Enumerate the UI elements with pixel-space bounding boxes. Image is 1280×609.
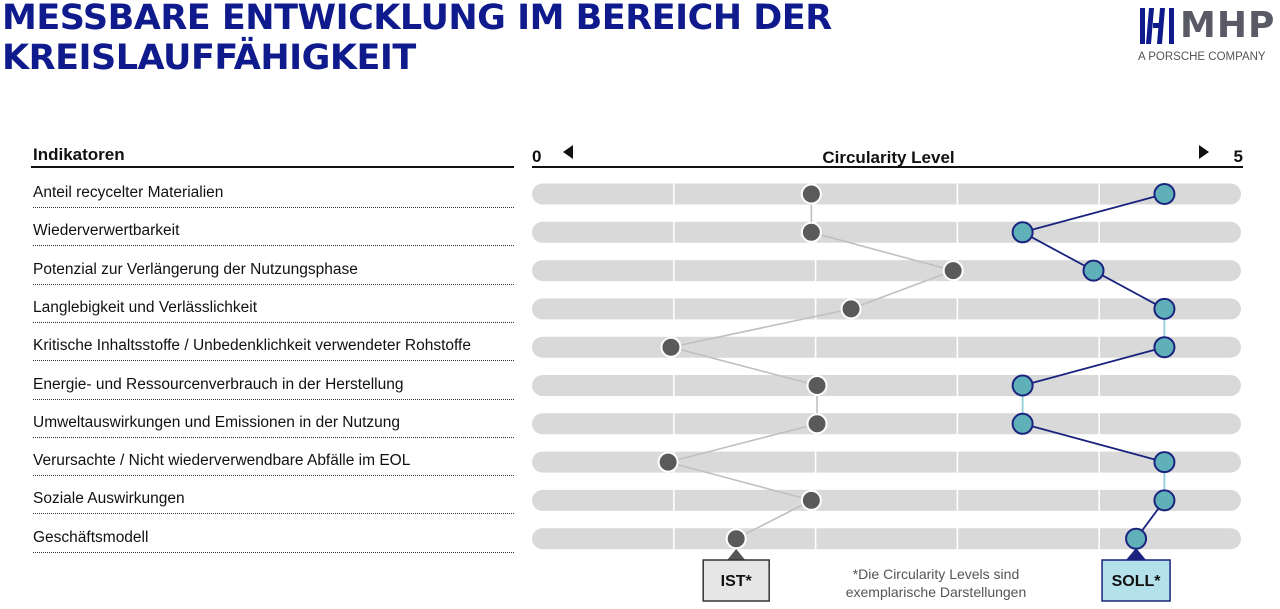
indicator-label: Potenzial zur Verlängerung der Nutzungsp… <box>33 258 514 285</box>
soll-point <box>1082 259 1105 282</box>
mhp-logo-subtitle: A PORSCHE COMPANY <box>1138 51 1266 63</box>
indicator-label: Geschäftsmodell <box>33 526 514 553</box>
indicator-label: Umweltauswirkungen und Emissionen in der… <box>33 411 514 438</box>
ist-point <box>806 375 828 396</box>
series-segment <box>850 269 954 310</box>
track-bar <box>532 528 1241 550</box>
indicator-label: Langlebigkeit und Verlässlichkeit <box>33 296 514 323</box>
series-segment <box>667 461 812 502</box>
ist-point <box>725 528 747 550</box>
series-segment <box>1093 269 1165 310</box>
soll-point <box>1153 297 1176 320</box>
track-bar <box>532 298 1241 320</box>
ist-point <box>660 336 682 358</box>
track-bar <box>532 413 1241 435</box>
ist-point <box>942 260 964 282</box>
soll-point <box>1011 221 1034 244</box>
indicators-header-rule <box>31 166 514 168</box>
soll-callout-box <box>1101 559 1171 602</box>
ist-callout-box <box>702 559 770 602</box>
soll-callout-pointer <box>1126 548 1147 560</box>
indicators-header: Indikatoren <box>33 145 125 164</box>
series-segment <box>1022 193 1165 234</box>
soll-point <box>1153 183 1176 205</box>
ist-point <box>800 183 822 205</box>
soll-point <box>1011 412 1034 435</box>
track-bar <box>532 336 1241 358</box>
series-segment <box>1022 422 1165 463</box>
track-bar <box>532 489 1241 511</box>
track-bar <box>532 451 1241 473</box>
soll-point <box>1011 374 1034 397</box>
footnote: *Die Circularity Levels sind exemplarisc… <box>820 565 1052 601</box>
indicator-label: Energie- und Ressourcenverbrauch in der … <box>33 373 514 400</box>
indicator-label: Soziale Auswirkungen <box>33 487 514 515</box>
series-segment <box>811 231 954 272</box>
mhp-logo-icon <box>1140 8 1174 44</box>
track-bar <box>532 183 1241 205</box>
soll-point <box>1153 451 1176 474</box>
soll-label: SOLL* <box>1112 573 1162 590</box>
indicator-label: Wiederverwertbarkeit <box>33 219 514 247</box>
series-segment <box>1022 346 1165 387</box>
series-segment <box>670 346 818 387</box>
soll-point <box>1153 336 1176 359</box>
page-title-line-1: MESSBARE ENTWICKLUNG IM BEREICH DER <box>2 0 832 38</box>
soll-point <box>1153 489 1176 512</box>
page-title-line-2: KREISLAUFFÄHIGKEIT <box>2 38 416 78</box>
footnote-line-2: exemplarische Darstellungen <box>845 584 1027 600</box>
ist-point <box>840 298 862 320</box>
ist-callout-pointer <box>727 549 746 560</box>
indicator-label: Anteil recycelter Materialien <box>33 181 514 208</box>
ist-label: IST* <box>721 573 753 590</box>
series-segment <box>1022 231 1094 272</box>
series-segment <box>667 423 818 463</box>
mhp-logo-text: MHP <box>1180 5 1276 46</box>
indicator-label: Kritische Inhaltsstoffe / Unbedenklichke… <box>33 334 514 362</box>
track-bar <box>532 375 1241 396</box>
ist-point <box>657 451 679 473</box>
series-segment <box>735 499 812 540</box>
axis-max-label: 5 <box>1234 147 1243 166</box>
page-title: MESSBARE ENTWICKLUNG IM BEREICH DER KREI… <box>2 0 832 78</box>
ist-point <box>800 489 822 511</box>
mhp-logo: MHP A PORSCHE COMPANY <box>1138 4 1278 68</box>
arrow-left-icon <box>563 145 573 159</box>
arrow-right-icon <box>1199 145 1209 159</box>
indicator-label: Verursachte / Nicht wiederverwendbare Ab… <box>33 449 514 477</box>
ist-point <box>806 413 828 435</box>
series-segment <box>670 308 852 348</box>
axis-title: Circularity Level <box>822 148 954 167</box>
track-bar <box>532 260 1241 282</box>
ist-point <box>800 221 822 243</box>
footnote-line-1: *Die Circularity Levels sind <box>852 566 1020 582</box>
soll-point <box>1125 527 1148 550</box>
axis-min-label: 0 <box>532 147 541 166</box>
track-bar <box>532 221 1241 243</box>
